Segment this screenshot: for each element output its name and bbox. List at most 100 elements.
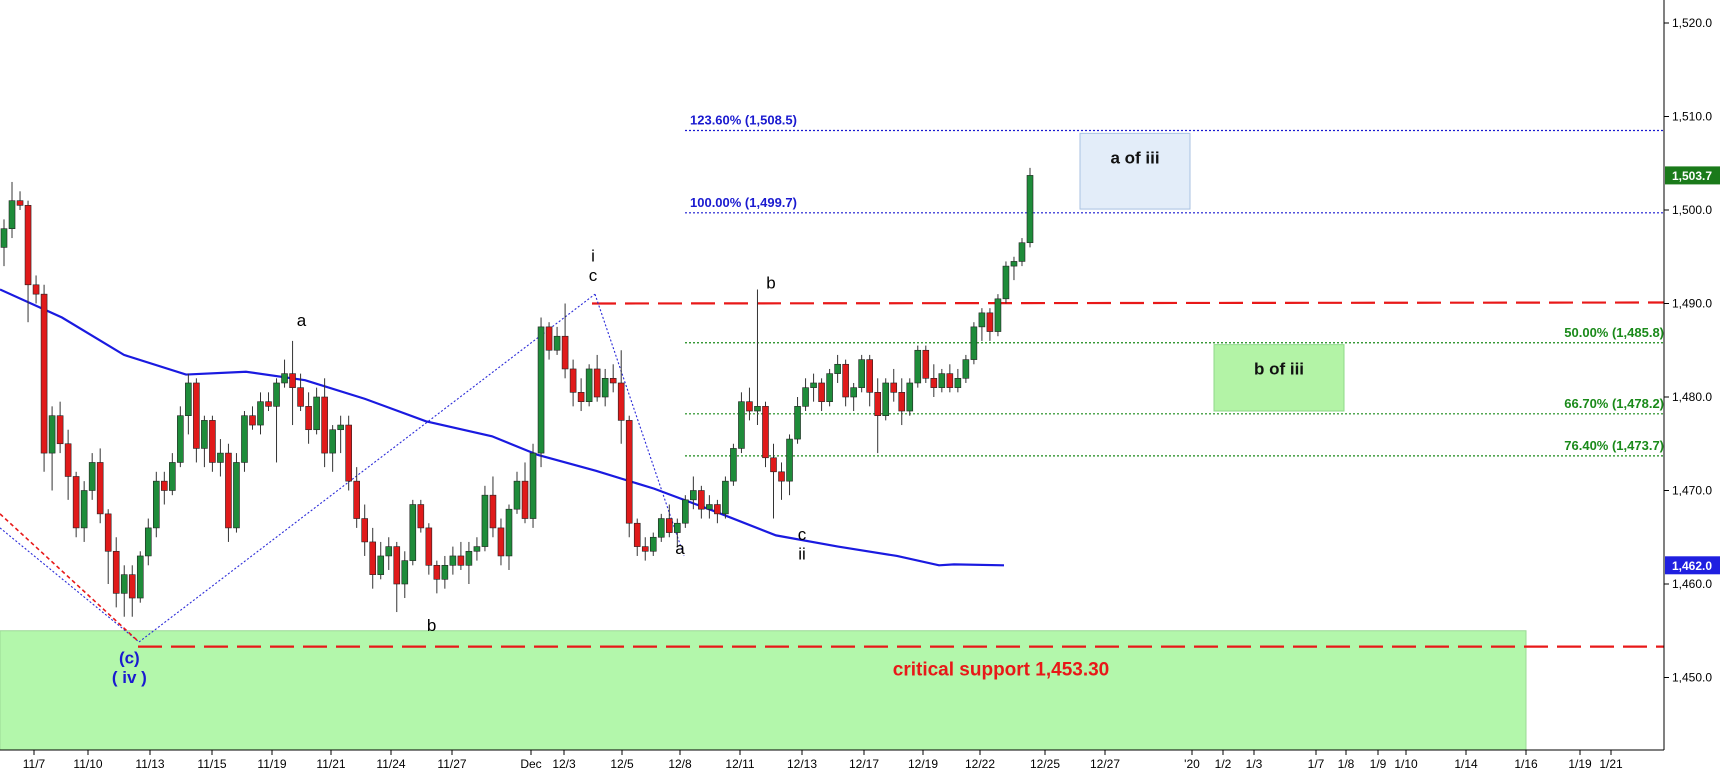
candle-body-up [513,480,521,510]
candle-body-down [289,373,296,388]
candle-body-up [529,452,537,519]
candle [585,364,593,407]
candle [722,476,729,519]
candle [553,326,561,355]
candle [225,443,232,542]
price-tick-label: 1,510.0 [1672,110,1712,124]
candle [858,354,865,393]
candle-body-up [233,462,240,529]
candle [329,425,336,472]
candle [561,303,569,379]
price-tick-label: 1,450.0 [1672,671,1712,685]
candle [577,378,585,412]
candle [409,499,417,566]
candle [417,499,425,533]
candle [890,368,898,402]
candle-body-down [345,424,352,482]
price-tick-label: 1,490.0 [1672,297,1712,311]
candle-body-down [249,415,256,426]
candle-body-up [690,490,697,501]
candle-body-up [201,420,208,449]
candle [281,359,288,388]
time-tick-label: 1/21 [1599,757,1623,771]
price-tick-label: 1,480.0 [1672,390,1712,404]
candle [826,368,833,407]
candle [353,467,360,528]
wave-label: b [427,616,436,635]
candle-body-down [72,476,80,529]
wave-box-label: b of iii [1254,360,1304,379]
candle-body-up [826,373,833,402]
candle [609,364,617,393]
candle-body-up [738,401,745,449]
annotation-boxes-layer: a of iii b of iii [1079,132,1345,412]
candle [834,354,841,383]
time-tick-label: 11/21 [316,757,345,771]
candle [946,364,954,393]
candle [593,354,601,402]
candle [80,481,88,542]
candle [249,406,256,430]
candle-body-down [40,293,48,454]
time-tick-label: 1/8 [1338,757,1355,771]
candle [369,527,377,589]
time-tick-label: 12/13 [787,757,817,771]
candle [778,462,785,500]
candle [970,322,978,365]
candle-body-down [361,518,369,543]
candle [641,537,649,561]
fib-level-label: 76.40% (1,473.7) [1564,438,1664,453]
candle [882,378,890,421]
candle-body-down [193,382,200,449]
candle-body-up [449,555,457,566]
candle [617,350,625,444]
candle [361,504,369,556]
candles-layer [0,167,1034,617]
candle [898,378,906,426]
candle [690,476,697,510]
candle-body-up [537,326,545,454]
candle [521,462,529,524]
candle-body-down [353,480,360,519]
fib-level-label: 50.00% (1,485.8) [1564,325,1664,340]
candle-body-down [64,443,72,477]
candle [850,382,857,412]
wave-label: a [675,539,685,558]
candle-body-down [890,382,898,393]
candle-body-up [802,387,809,407]
time-tick-label: 1/9 [1370,757,1387,771]
candle [393,541,401,613]
candle [938,368,946,393]
candle-body-down [762,406,769,459]
candle [738,392,745,454]
time-tick-label: 1/10 [1394,757,1418,771]
candle [96,448,104,524]
time-tick-label: 11/15 [197,757,226,771]
candle [986,308,994,341]
candle [345,415,352,491]
candle-body-up [80,490,88,529]
candle-body-up [553,335,561,351]
candle-body-down [874,392,882,417]
candle-body-up [858,359,865,388]
candle [497,518,505,566]
candle-body-up [954,377,962,388]
candle-body-up [674,522,681,533]
candle [401,551,409,599]
candle-body-up [281,373,288,384]
candle-body-down [625,420,633,524]
candle-body-down [665,518,673,533]
candle [337,415,344,454]
candle-body-down [112,550,120,594]
candle-body-down [842,363,849,398]
candle-body-down [569,368,577,393]
candle-body-up [409,504,417,561]
candle [1010,256,1018,281]
candle-body-up [754,406,761,412]
candle-body-down [457,555,465,566]
wave-line-up [138,293,596,643]
candle-body-down [56,415,64,445]
candle-body-up [185,382,192,417]
time-tick-label: 12/3 [552,757,576,771]
